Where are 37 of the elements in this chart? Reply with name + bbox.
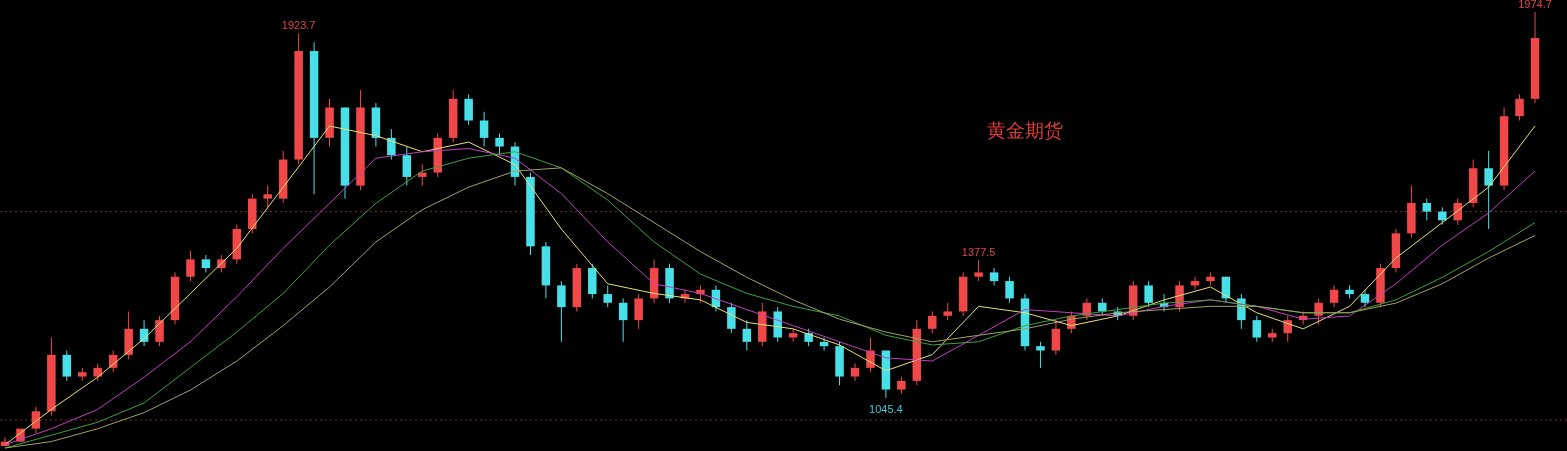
candlestick xyxy=(1036,341,1045,369)
candlestick xyxy=(1314,297,1323,325)
candlestick xyxy=(155,315,164,347)
candlestick xyxy=(1252,315,1262,343)
candlestick xyxy=(989,267,999,286)
candlestick xyxy=(1515,93,1524,121)
candlestick xyxy=(850,363,860,382)
candlestick xyxy=(201,254,211,273)
candlestick xyxy=(634,293,643,330)
text: 黄金期货 xyxy=(986,120,1063,141)
candlestick xyxy=(557,280,566,343)
candlestick xyxy=(1051,319,1061,356)
candlestick xyxy=(464,93,473,126)
candlestick xyxy=(1329,284,1339,308)
candlestick xyxy=(1005,276,1014,304)
candlestick xyxy=(402,146,412,187)
candlestick xyxy=(387,128,396,161)
candlestick xyxy=(742,319,752,352)
candlestick xyxy=(62,350,72,382)
candlestick xyxy=(974,259,983,282)
annotation: 1923.7 xyxy=(281,19,316,32)
candlestick xyxy=(1453,198,1462,226)
candlestick xyxy=(418,163,427,187)
candlestick xyxy=(1422,198,1432,221)
candlestick xyxy=(1283,315,1292,343)
candlestick xyxy=(928,310,937,334)
annotation: 1045.4 xyxy=(869,402,903,415)
candlestick xyxy=(186,250,195,282)
annotation: 1974.7 xyxy=(1518,0,1552,10)
candlestick xyxy=(603,284,612,308)
candlestick xyxy=(263,185,272,208)
candlestick xyxy=(727,302,736,334)
candlestick xyxy=(479,111,489,148)
candlestick xyxy=(1484,150,1493,230)
candlestick xyxy=(1144,280,1153,308)
candlestick xyxy=(618,297,628,343)
annotation: 1377.5 xyxy=(961,246,996,259)
